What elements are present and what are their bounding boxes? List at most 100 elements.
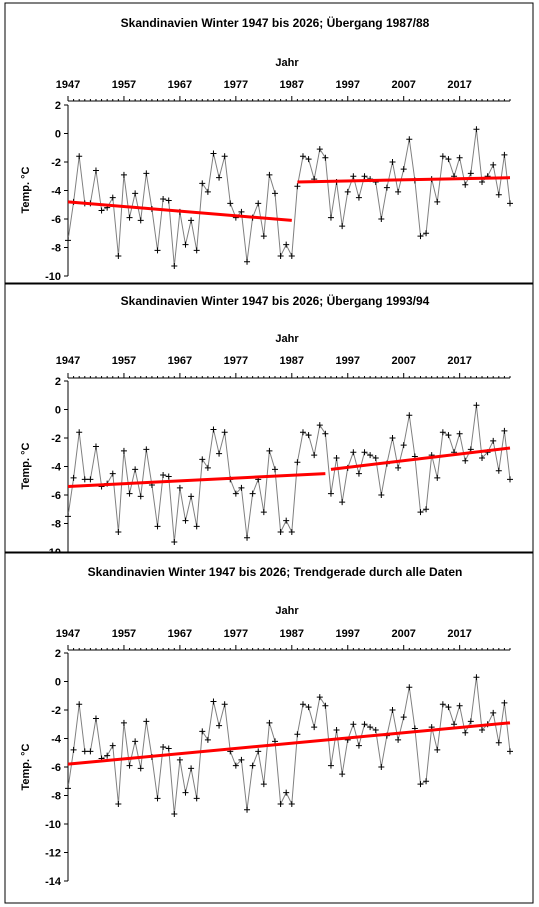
temperature-line [67, 405, 511, 543]
data-point-marker [417, 781, 424, 788]
data-point-marker [339, 223, 346, 230]
data-point-marker [456, 702, 463, 709]
data-point-marker [255, 748, 262, 755]
data-point-marker [316, 694, 323, 701]
data-point-marker [350, 173, 357, 180]
data-point-marker [171, 811, 178, 818]
trend-line [67, 200, 292, 222]
data-point-marker [495, 739, 502, 746]
data-point-marker [473, 126, 480, 133]
data-point-marker [479, 454, 486, 461]
data-point-marker [383, 184, 390, 191]
trend-line [330, 446, 511, 471]
data-point-marker [260, 781, 267, 788]
data-point-marker [126, 214, 133, 221]
data-point-marker [160, 472, 167, 479]
x-tick-label: 1997 [336, 355, 360, 367]
data-point-marker [188, 493, 195, 500]
data-point-marker [76, 153, 83, 160]
data-point-marker [249, 490, 256, 497]
x-tick-label: 2007 [391, 79, 415, 91]
data-point-marker [193, 523, 200, 530]
data-point-marker [160, 744, 167, 751]
data-point-marker [221, 153, 228, 160]
data-point-marker [333, 454, 340, 461]
data-point-marker [182, 241, 189, 248]
x-axis-label: Jahr [275, 605, 299, 617]
data-point-marker [439, 429, 446, 436]
data-point-marker [467, 718, 474, 725]
data-point-marker [327, 762, 334, 769]
data-point-marker [260, 509, 267, 516]
data-point-marker [350, 721, 357, 728]
data-point-marker [283, 789, 290, 796]
data-point-marker [165, 473, 172, 480]
data-point-marker [389, 435, 396, 441]
data-point-marker [389, 707, 396, 713]
data-point-marker [378, 764, 385, 770]
y-tick-label: -4 [51, 462, 62, 474]
data-point-marker [210, 426, 217, 433]
data-point-marker [92, 715, 99, 722]
data-point-marker [115, 529, 122, 536]
y-tick-label: 0 [55, 405, 61, 417]
data-point-marker [473, 674, 480, 681]
data-point-marker [65, 237, 71, 244]
data-point-marker [199, 728, 206, 735]
y-tick-label: -12 [45, 848, 61, 860]
data-point-marker [299, 429, 306, 436]
y-axis-label: Temp. °C [20, 166, 32, 213]
data-point-marker [400, 714, 407, 721]
chart-frame [4, 2, 534, 284]
data-point-marker [171, 539, 178, 546]
data-point-marker [507, 748, 513, 755]
data-point-marker [120, 447, 127, 454]
y-tick-label: -2 [51, 157, 61, 169]
data-point-marker [143, 718, 150, 725]
data-point-marker [109, 742, 116, 749]
data-point-marker [182, 517, 189, 524]
y-tick-label: 2 [55, 100, 61, 112]
data-point-marker [395, 736, 402, 743]
data-point-marker [65, 513, 71, 520]
data-point-marker [266, 171, 273, 178]
data-point-marker [154, 795, 161, 802]
x-tick-label: 2007 [391, 628, 415, 640]
x-axis-label: Jahr [275, 57, 299, 69]
data-point-marker [143, 170, 150, 177]
chart-title: Skandinavien Winter 1947 bis 2026; Überg… [121, 293, 430, 308]
y-tick-label: 2 [55, 648, 61, 660]
data-point-marker [115, 253, 122, 260]
data-point-marker [277, 529, 284, 536]
data-point-marker [406, 412, 413, 419]
data-point-marker [216, 722, 223, 729]
temperature-line [67, 677, 511, 815]
data-point-marker [439, 153, 446, 160]
data-point-marker [216, 450, 223, 457]
data-point-marker [266, 447, 273, 454]
data-point-marker [327, 214, 334, 221]
data-point-marker [378, 216, 385, 222]
data-point-marker [137, 493, 144, 500]
data-point-marker [171, 263, 178, 270]
data-point-marker [490, 161, 497, 168]
data-point-marker [193, 795, 200, 802]
x-tick-label: 1957 [112, 628, 136, 640]
data-point-marker [288, 801, 295, 808]
x-tick-label: 1987 [280, 79, 304, 91]
data-point-marker [266, 719, 273, 726]
data-point-marker [316, 422, 323, 429]
data-point-marker [244, 534, 251, 541]
y-tick-label: -6 [51, 214, 61, 226]
data-point-marker [473, 402, 480, 409]
chart-frame [4, 283, 534, 553]
data-point-marker [238, 484, 245, 491]
data-point-marker [120, 171, 127, 178]
y-tick-label: -6 [51, 762, 61, 774]
y-tick-label: -8 [51, 791, 61, 803]
data-point-marker [467, 170, 474, 177]
data-point-marker [283, 517, 290, 524]
y-tick-label: -8 [51, 243, 61, 255]
data-point-marker [115, 801, 122, 808]
